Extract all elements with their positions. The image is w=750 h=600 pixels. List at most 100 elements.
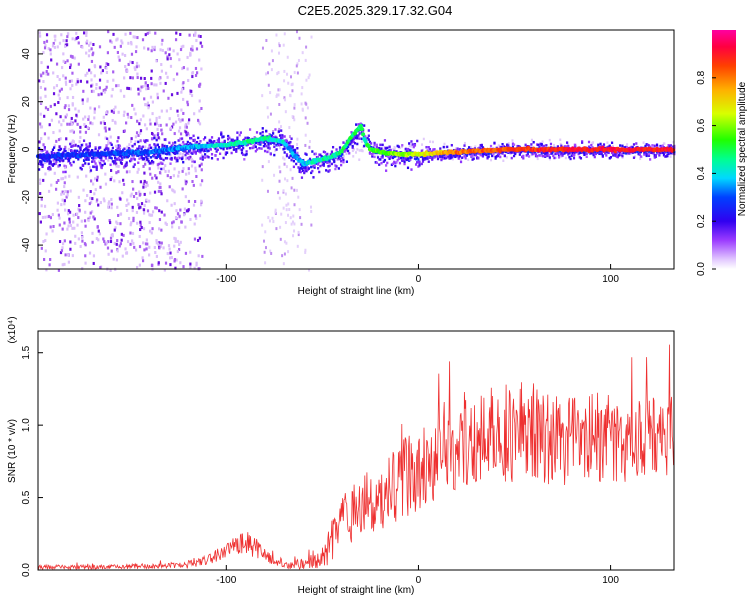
scatter-point	[182, 97, 185, 101]
band-point	[559, 153, 562, 156]
band-point	[102, 159, 105, 163]
band-point	[645, 143, 648, 146]
scatter-point	[128, 170, 131, 174]
band-point	[503, 154, 506, 158]
band-point	[457, 157, 460, 160]
band-point	[228, 136, 231, 140]
scatter-point	[153, 83, 156, 87]
band-point	[273, 142, 276, 145]
scatter-point	[197, 118, 200, 122]
band-point	[176, 151, 179, 155]
scatter-point	[82, 89, 85, 93]
band-point	[557, 156, 561, 159]
scatter-point	[75, 212, 79, 216]
scatter-point	[130, 239, 134, 243]
scatter-point	[272, 220, 275, 224]
scatter-point	[98, 86, 101, 90]
band-point	[356, 136, 359, 140]
band-point	[355, 136, 358, 140]
band-point	[337, 156, 340, 160]
band-point	[653, 144, 656, 148]
band-point	[583, 151, 586, 155]
scatter-point	[76, 122, 79, 126]
scatter-point	[65, 43, 69, 47]
band-point	[527, 155, 531, 158]
scatter-point	[304, 250, 307, 254]
scatter-point	[186, 209, 190, 213]
band-point	[244, 136, 247, 140]
scatter-point	[477, 155, 480, 159]
band-point	[328, 159, 331, 163]
band-point	[197, 149, 200, 153]
band-point	[598, 151, 601, 154]
band-point	[396, 158, 399, 162]
scatter-point	[189, 250, 192, 254]
scatter-point	[142, 227, 146, 231]
scatter-point	[663, 142, 666, 145]
scatter-point	[127, 115, 130, 119]
band-point	[198, 149, 201, 153]
scatter-point	[179, 137, 182, 141]
scatter-point	[283, 79, 286, 83]
scatter-point	[42, 240, 45, 244]
scatter-point	[112, 257, 115, 261]
band-point	[229, 146, 232, 150]
band-point	[306, 166, 309, 169]
band-point	[70, 145, 73, 148]
band-point	[410, 140, 413, 143]
scatter-point	[195, 47, 199, 51]
band-point	[133, 142, 136, 146]
scatter-point	[74, 119, 77, 123]
band-point	[275, 136, 278, 140]
band-point	[280, 136, 283, 140]
band-point	[413, 144, 417, 147]
scatter-point	[129, 31, 132, 35]
scatter-point	[278, 51, 281, 55]
scatter-point	[46, 107, 50, 111]
scatter-point	[189, 53, 192, 57]
band-point	[93, 165, 96, 169]
scatter-point	[148, 245, 151, 249]
scatter-point	[358, 149, 361, 152]
scatter-point	[47, 72, 50, 76]
band-point	[433, 148, 436, 151]
scatter-point	[172, 220, 175, 224]
band-point	[649, 145, 652, 149]
band-point	[589, 146, 592, 150]
band-point	[455, 154, 458, 158]
band-point	[115, 157, 118, 161]
scatter-point	[194, 166, 197, 170]
scatter-point	[187, 78, 190, 82]
band-point	[217, 137, 221, 140]
band-point	[631, 146, 634, 149]
band-point	[401, 144, 404, 147]
scatter-point	[264, 230, 267, 234]
scatter-point	[279, 225, 282, 229]
scatter-point	[355, 151, 358, 154]
snr-x-label: Height of straight line (km)	[298, 585, 415, 596]
band-point	[481, 146, 485, 149]
band-point	[382, 160, 385, 163]
band-point	[116, 147, 119, 151]
scatter-point	[83, 219, 87, 223]
scatter-point	[125, 170, 129, 174]
scatter-point	[505, 156, 508, 159]
colorbar: 0.00.20.40.60.8 Normalized spectral ampl…	[696, 30, 748, 276]
band-point	[156, 133, 159, 137]
scatter-point	[268, 219, 271, 223]
band-point	[180, 157, 184, 160]
band-point	[261, 134, 264, 138]
band-point	[210, 157, 214, 160]
scatter-point	[143, 192, 146, 196]
scatter-point	[61, 263, 64, 267]
scatter-point	[130, 221, 133, 225]
band-point	[189, 149, 192, 152]
band-point	[595, 151, 599, 154]
band-point	[137, 161, 140, 165]
band-point	[540, 142, 543, 146]
band-point	[325, 160, 328, 164]
band-point	[49, 160, 52, 164]
scatter-point	[121, 41, 124, 45]
scatter-point	[287, 213, 290, 217]
scatter-point	[296, 137, 299, 141]
